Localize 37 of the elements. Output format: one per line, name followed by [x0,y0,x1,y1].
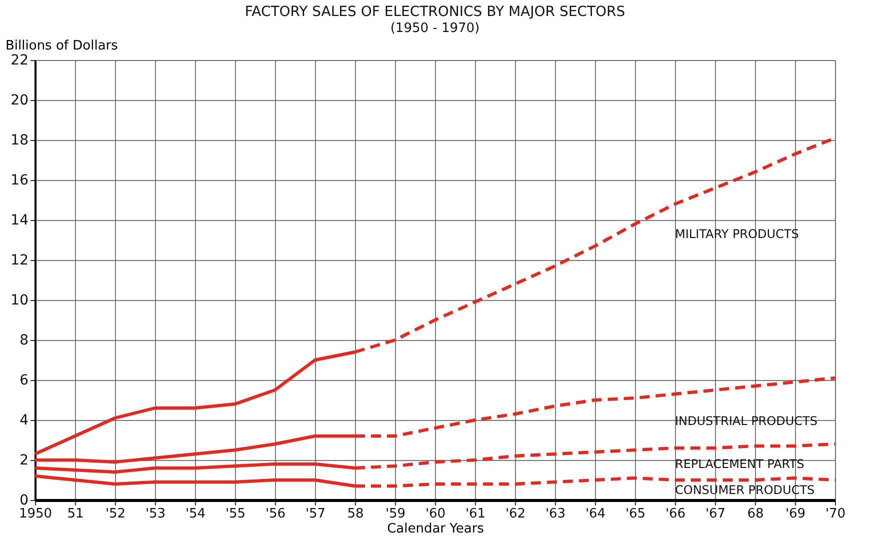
y-tick-label: 4 [20,412,29,428]
chart-subtitle: (1950 - 1970) [390,21,480,36]
y-tick-label: 6 [20,372,29,388]
x-tick-label: '52 [105,506,126,522]
x-tick-label: 51 [67,506,84,522]
y-tick-label: 12 [10,252,28,268]
y-tick-label: 0 [20,492,28,508]
x-tick-label: '54 [185,506,206,522]
y-tick-label: 14 [10,212,29,228]
x-tick-label: '56 [265,506,286,522]
x-tick-label: '61 [465,506,486,522]
x-tick-label: 58 [347,506,364,522]
y-tick-label: 20 [10,92,28,108]
x-tick-label: '57 [305,506,326,522]
y-tick-label: 8 [20,332,28,348]
x-tick-label: '59 [385,506,406,522]
y-axis-title: Billions of Dollars [6,38,118,54]
x-axis-title: Calendar Years [387,522,484,536]
chart-title: FACTORY SALES OF ELECTRONICS BY MAJOR SECTORS [244,4,626,20]
x-tick-label: '62 [505,506,526,522]
x-tick-label: '63 [545,506,566,522]
x-tick-label: '70 [825,506,846,522]
x-tick-label: '60 [425,506,446,522]
x-tick-label: 68 [747,506,764,522]
x-tick-label: '69 [785,506,806,522]
y-tick-label: 16 [10,172,29,188]
x-tick-label: '55 [225,506,246,522]
y-tick-label: 2 [20,452,28,468]
x-tick-label: '53 [145,506,166,522]
x-tick-label: '67 [705,506,726,522]
x-tick-label: '65 [625,506,646,522]
y-tick-label: 22 [10,52,28,68]
y-tick-label: 18 [10,132,28,148]
x-tick-label: '66 [665,506,686,522]
x-tick-label: '64 [585,506,606,522]
y-tick-label: 10 [10,292,28,308]
x-tick-label: 1950 [18,506,52,522]
